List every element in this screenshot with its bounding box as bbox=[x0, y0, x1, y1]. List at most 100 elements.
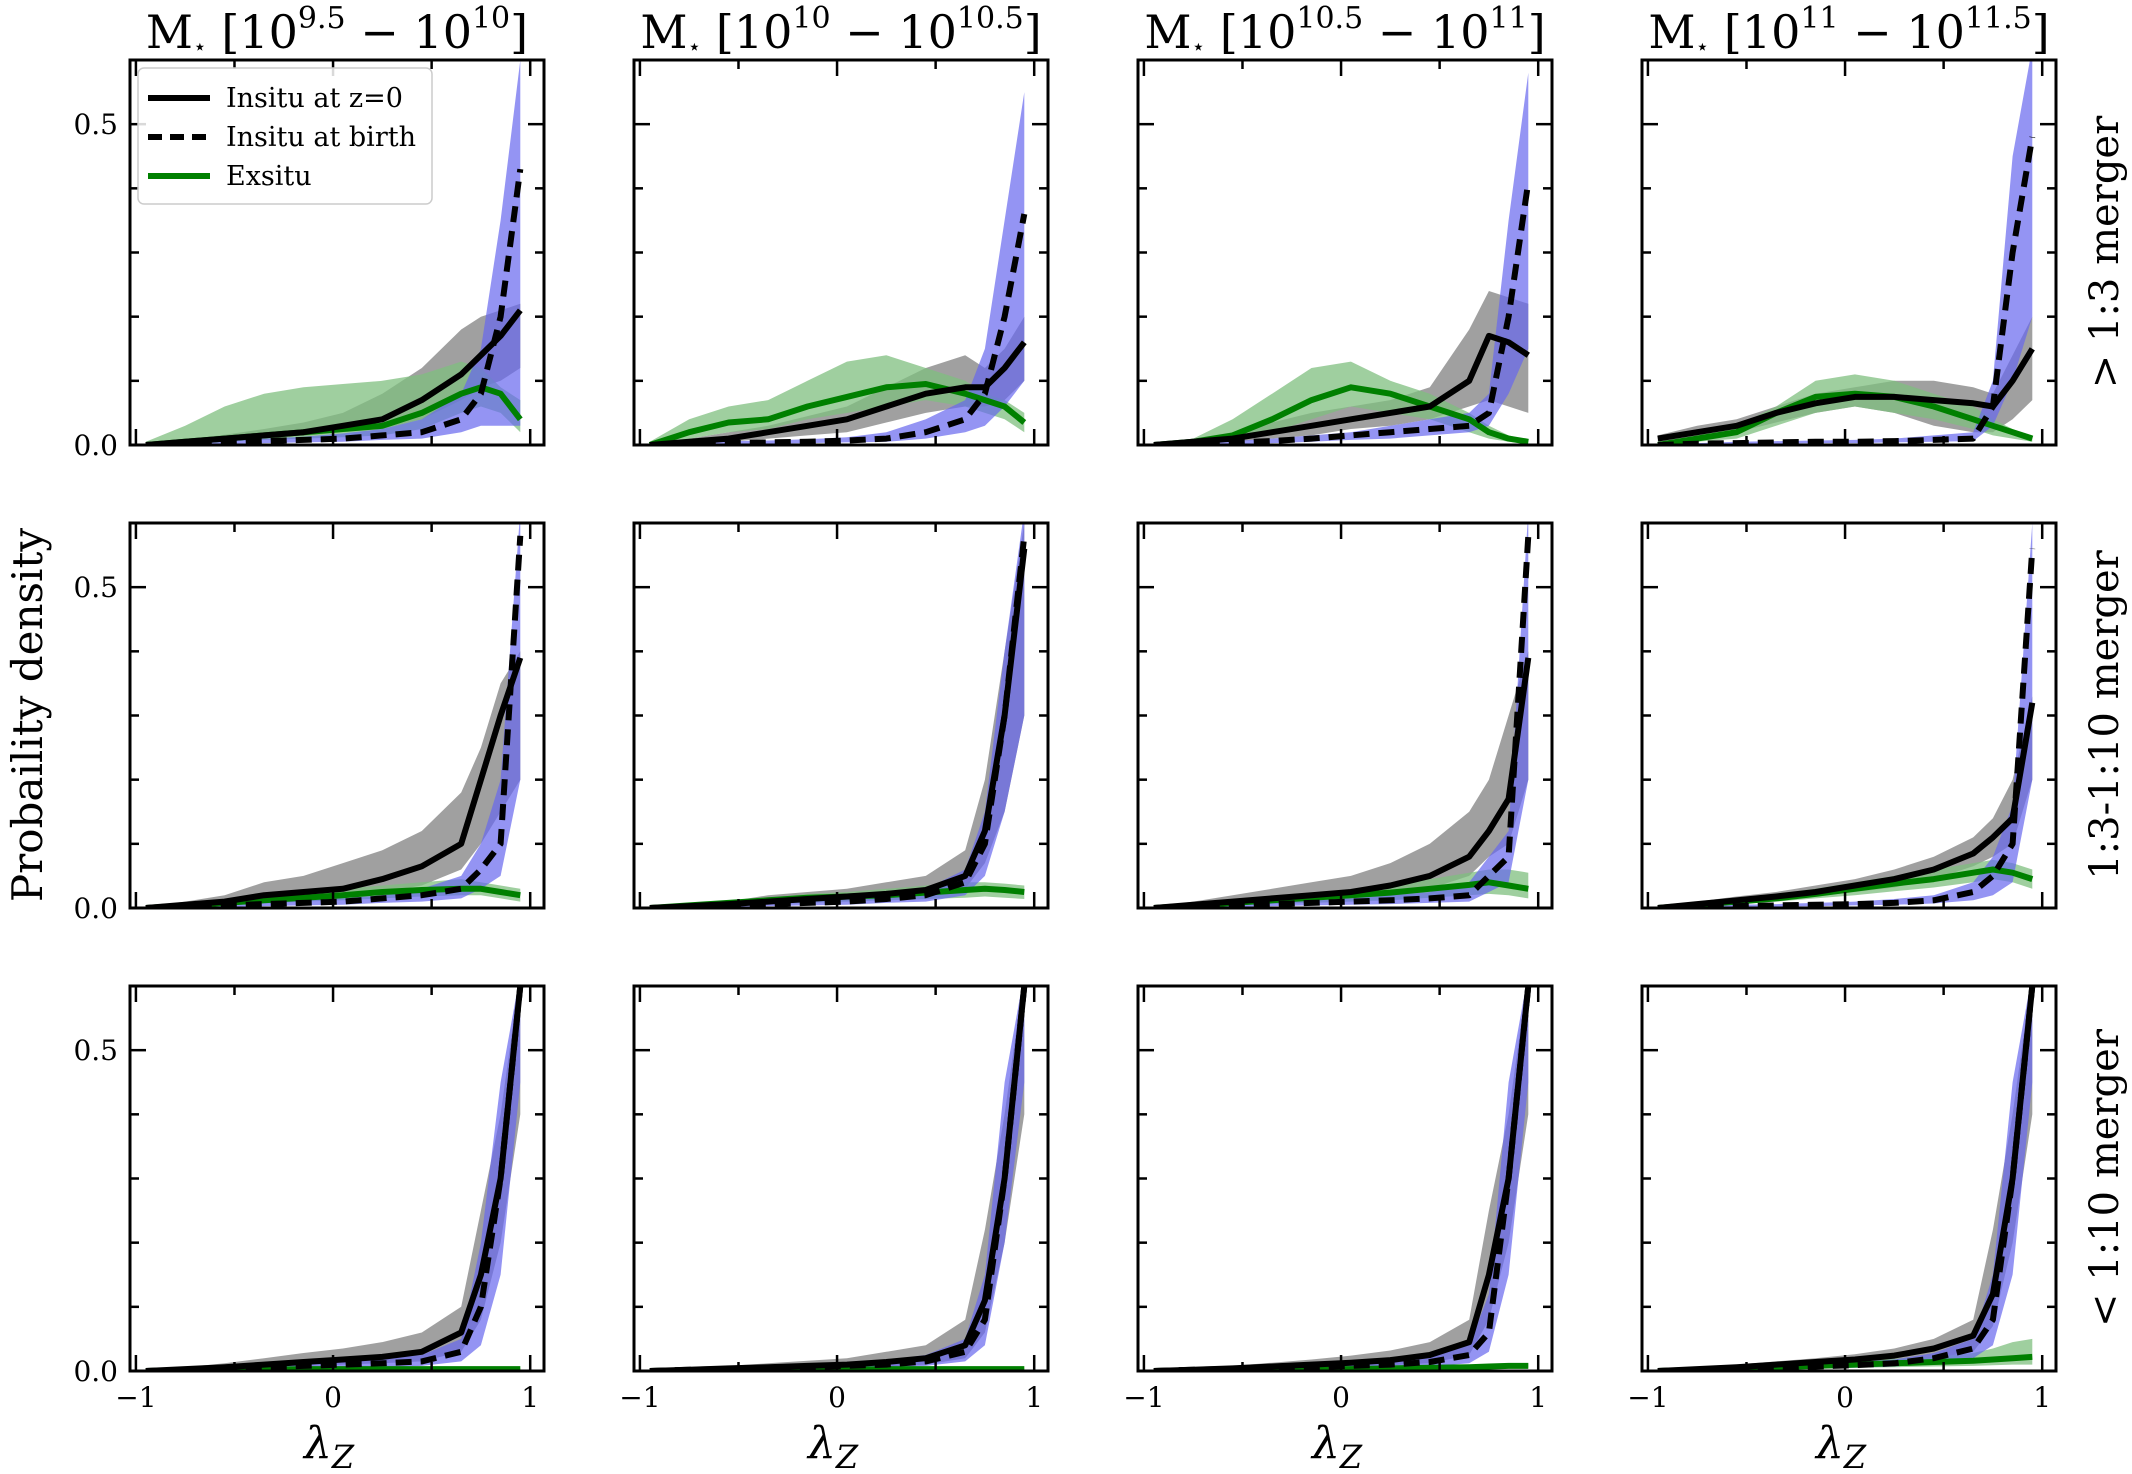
x-tick-label-r3-c3: 0 bbox=[1332, 1381, 1350, 1414]
line-insitu-z0-r3-c2 bbox=[649, 986, 1028, 1371]
band-insitu-z0-r3-c3 bbox=[1153, 986, 1529, 1371]
x-tick-label-r3-c1: 0 bbox=[324, 1381, 342, 1414]
band-exsitu-r2-c3 bbox=[1153, 869, 1529, 908]
x-tick-label-r3-c2: 0 bbox=[828, 1381, 846, 1414]
row-title-1: > 1:3 merger bbox=[2082, 115, 2128, 388]
plot-area-r3-c3 bbox=[1153, 986, 1532, 1371]
line-insitu-birth-r1-c2 bbox=[649, 213, 1028, 445]
band-insitu-z0-r3-c2 bbox=[649, 986, 1025, 1371]
line-insitu-birth-r3-c1 bbox=[145, 986, 524, 1371]
x-tick-label-r3-c3: −1 bbox=[1123, 1381, 1164, 1414]
y-tick-label-r2-c1: 0.0 bbox=[73, 892, 118, 925]
panel-r1-c4 bbox=[1640, 58, 2058, 447]
band-insitu-birth-r2-c2 bbox=[649, 523, 1025, 908]
x-axis-label-3: λZ bbox=[1310, 1418, 1363, 1474]
y-tick-label-r3-c1: 0.5 bbox=[73, 1034, 118, 1067]
line-insitu-z0-r3-c1 bbox=[145, 986, 524, 1371]
y-tick-label-r1-c1: 0.0 bbox=[73, 429, 118, 462]
band-exsitu-r2-c4 bbox=[1657, 859, 2033, 908]
band-insitu-birth-r2-c1 bbox=[145, 523, 521, 908]
band-insitu-z0-r2-c3 bbox=[1153, 651, 1529, 908]
panel-r2-c2 bbox=[632, 521, 1050, 910]
svg-text:M⋆ [1011 − 1011.5]: M⋆ [1011 − 1011.5] bbox=[1648, 1, 2049, 60]
line-insitu-z0-r3-c3 bbox=[1153, 986, 1532, 1371]
legend-label-exsitu: Exsitu bbox=[226, 161, 312, 192]
plot-area-r1-c4 bbox=[1657, 60, 2036, 445]
band-insitu-z0-r2-c1 bbox=[145, 651, 521, 908]
svg-text:M⋆ [1010.5 − 1011]: M⋆ [1010.5 − 1011] bbox=[1144, 1, 1545, 60]
panel-r1-c1: 0.0 0.5 bbox=[73, 58, 546, 462]
plot-area-r2-c4 bbox=[1657, 523, 2036, 908]
x-tick-label-r3-c4: 0 bbox=[1836, 1381, 1854, 1414]
legend-label-insitu-z0: Insitu at z=0 bbox=[226, 83, 403, 114]
x-tick-label-r3-c4: 1 bbox=[2033, 1381, 2051, 1414]
x-axis-label-1: λZ bbox=[302, 1418, 355, 1474]
line-insitu-birth-r3-c4 bbox=[1657, 986, 2036, 1371]
line-insitu-z0-r2-c3 bbox=[1153, 657, 1532, 908]
band-insitu-z0-r2-c4 bbox=[1657, 696, 2033, 908]
band-insitu-z0-r3-c4 bbox=[1657, 986, 2033, 1371]
band-insitu-birth-r1-c3 bbox=[1153, 72, 1529, 445]
svg-text:M⋆ [109.5 − 1010]: M⋆ [109.5 − 1010] bbox=[146, 1, 528, 60]
y-axis-label: Probaility density bbox=[3, 528, 52, 902]
band-insitu-birth-r3-c4 bbox=[1657, 986, 2033, 1371]
plot-area-r1-c1 bbox=[145, 60, 524, 445]
plot-area-r2-c3 bbox=[1153, 523, 1532, 908]
row-title-2: 1:3-1:10 merger bbox=[2082, 549, 2128, 879]
band-insitu-z0-r2-c2 bbox=[649, 523, 1025, 908]
band-insitu-birth-r3-c2 bbox=[649, 986, 1025, 1371]
svg-text:M⋆ [1010 − 1010.5]: M⋆ [1010 − 1010.5] bbox=[640, 1, 1041, 60]
band-insitu-birth-r2-c3 bbox=[1153, 523, 1529, 908]
line-insitu-birth-r3-c2 bbox=[649, 986, 1028, 1371]
x-tick-label-r3-c2: −1 bbox=[619, 1381, 660, 1414]
panel-r3-c4: −1 0 1 bbox=[1627, 984, 2058, 1414]
panel-r3-c3: −1 0 1 bbox=[1123, 984, 1554, 1414]
plot-area-r2-c1 bbox=[145, 523, 524, 908]
line-insitu-z0-r2-c2 bbox=[649, 548, 1028, 908]
plot-area-r1-c3 bbox=[1153, 72, 1532, 445]
panel-r1-c3 bbox=[1136, 58, 1554, 447]
plot-area-r2-c2 bbox=[649, 523, 1028, 908]
panel-r2-c4 bbox=[1640, 521, 2058, 910]
band-insitu-birth-r3-c3 bbox=[1153, 986, 1529, 1371]
line-insitu-birth-r1-c1 bbox=[145, 168, 524, 445]
x-tick-label-r3-c1: −1 bbox=[115, 1381, 156, 1414]
band-insitu-birth-r1-c2 bbox=[649, 92, 1025, 445]
line-insitu-birth-r2-c2 bbox=[649, 535, 1028, 908]
legend-box bbox=[137, 67, 433, 205]
line-exsitu-r1-c2 bbox=[648, 381, 1027, 445]
x-axis-label-2: λZ bbox=[806, 1418, 859, 1474]
x-axis-label-4: λZ bbox=[1814, 1418, 1867, 1474]
plot-area-r1-c2 bbox=[648, 92, 1028, 445]
plot-area-r3-c1 bbox=[145, 986, 524, 1371]
col-title-2: M⋆ [1010 − 1010.5] bbox=[640, 1, 1041, 60]
y-tick-label-r1-c1: 0.5 bbox=[73, 108, 118, 141]
x-tick-label-r3-c1: 1 bbox=[521, 1381, 539, 1414]
legend: Insitu at z=0 Insitu at birth Exsitu bbox=[137, 67, 433, 205]
band-exsitu-r1-c3 bbox=[1153, 361, 1529, 445]
panel-grid: 0.0 0.5 0.0 0.5 0.0 0.5 −1 0 1 −1 0 1 −1 0 1 −1 0 1 bbox=[73, 58, 2058, 1414]
panel-r2-c3 bbox=[1136, 521, 1554, 910]
col-title-4: M⋆ [1011 − 1011.5] bbox=[1648, 1, 2049, 60]
row-title-3: < 1:10 merger bbox=[2082, 1028, 2128, 1327]
band-insitu-birth-r3-c1 bbox=[145, 986, 521, 1371]
legend-label-insitu-birth: Insitu at birth bbox=[226, 122, 416, 153]
line-insitu-z0-r2-c4 bbox=[1657, 702, 2036, 908]
line-insitu-z0-r1-c3 bbox=[1153, 332, 1530, 445]
plot-area-r3-c2 bbox=[649, 986, 1028, 1371]
panel-r3-c1: 0.0 0.5 −1 0 1 bbox=[73, 984, 546, 1414]
plot-area-r3-c4 bbox=[1657, 986, 2036, 1371]
panel-r2-c1: 0.0 0.5 bbox=[73, 521, 546, 925]
panel-r3-c2: −1 0 1 bbox=[619, 984, 1050, 1414]
x-tick-label-r3-c4: −1 bbox=[1627, 1381, 1668, 1414]
y-tick-label-r2-c1: 0.5 bbox=[73, 571, 118, 604]
panel-r1-c2 bbox=[632, 58, 1050, 447]
col-title-3: M⋆ [1010.5 − 1011] bbox=[1144, 1, 1545, 60]
x-tick-label-r3-c3: 1 bbox=[1529, 1381, 1547, 1414]
line-insitu-z0-r3-c4 bbox=[1657, 986, 2036, 1371]
line-insitu-birth-r1-c4 bbox=[1657, 136, 2036, 445]
line-insitu-z0-r1-c1 bbox=[145, 308, 523, 445]
line-insitu-z0-r2-c1 bbox=[145, 656, 524, 908]
band-insitu-z0-r3-c1 bbox=[145, 986, 521, 1371]
